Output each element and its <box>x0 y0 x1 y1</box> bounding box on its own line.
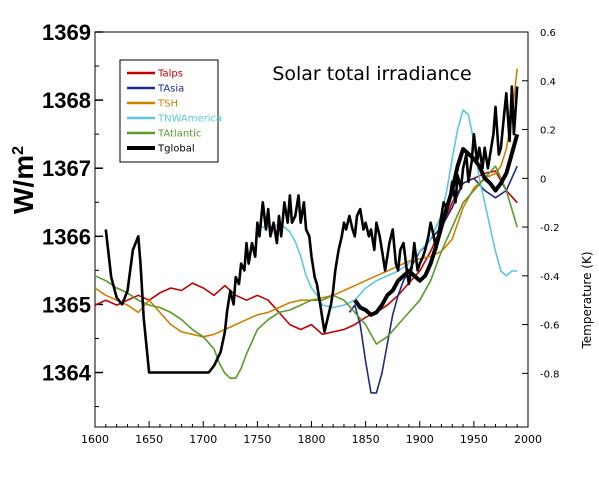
left-y-tick-label: 1365 <box>42 292 91 317</box>
chart-title: Solar total irradiance <box>272 63 471 85</box>
x-tick-label: 2000 <box>514 433 542 446</box>
right-y-tick-label: 0.4 <box>540 77 556 88</box>
legend-entries: Talps TAsia TSH TNWAmerica TAtlantic Tglobal <box>127 69 222 155</box>
right-y-tick-label: -0.2 <box>540 223 560 234</box>
x-tick-label: 1700 <box>189 433 217 446</box>
legend-box <box>119 59 219 163</box>
x-tick-label: 1750 <box>243 433 271 446</box>
left-y-tick-label: 1367 <box>42 156 91 181</box>
legend-label-tatlantic: TAtlantic <box>157 129 201 140</box>
legend: Talps TAsia TSH TNWAmerica TAtlantic Tglobal <box>119 59 222 163</box>
right-y-tick-label: 0.6 <box>540 28 556 39</box>
legend-label-tnwamerica: TNWAmerica <box>157 114 222 125</box>
x-axis-ticks: 1600 1650 1700 1750 1800 1850 1900 1950 2000 <box>81 421 542 446</box>
right-y-axis-ticks: 0.6 0.4 0.2 0 -0.2 -0.4 -0.6 -0.8 <box>522 28 560 380</box>
series-lines <box>94 68 520 394</box>
series-line-tnwamerica <box>257 109 518 309</box>
left-y-axis-ticks: 1364 1365 1366 1367 1368 1369 <box>42 20 103 408</box>
series-line-solar-irradiance <box>104 85 519 374</box>
right-y-tick-label: -0.8 <box>540 369 560 380</box>
series-line-tsh <box>94 68 518 338</box>
left-y-tick-label: 1368 <box>42 88 91 113</box>
right-y-tick-label: -0.4 <box>540 272 560 283</box>
legend-label-talps: Talps <box>157 69 183 80</box>
legend-label-tasia: TAsia <box>157 84 184 95</box>
right-y-tick-label: 0.2 <box>540 126 556 137</box>
right-y-tick-label: -0.6 <box>540 321 560 332</box>
left-y-axis-label: W/m2 <box>8 146 39 214</box>
series-line-tatlantic <box>94 165 518 379</box>
x-tick-label: 1650 <box>135 433 163 446</box>
x-tick-label: 1600 <box>81 433 109 446</box>
right-y-axis-label: Temperature (K) <box>580 251 594 349</box>
left-y-tick-label: 1366 <box>42 224 91 249</box>
right-y-tick-label: 0 <box>540 174 546 185</box>
left-y-tick-label: 1364 <box>42 361 92 386</box>
legend-label-tglobal: Tglobal <box>157 144 195 155</box>
x-tick-label: 1800 <box>298 433 326 446</box>
left-y-axis-label-group: W/m2 <box>8 146 39 214</box>
legend-label-tsh: TSH <box>157 99 178 110</box>
series-line-tglobal <box>353 133 520 317</box>
x-tick-label: 1850 <box>352 433 380 446</box>
right-y-axis-label-group: Temperature (K) <box>580 251 594 349</box>
x-tick-label: 1950 <box>460 433 488 446</box>
x-tick-label: 1900 <box>406 433 434 446</box>
left-y-tick-label: 1369 <box>42 20 91 45</box>
